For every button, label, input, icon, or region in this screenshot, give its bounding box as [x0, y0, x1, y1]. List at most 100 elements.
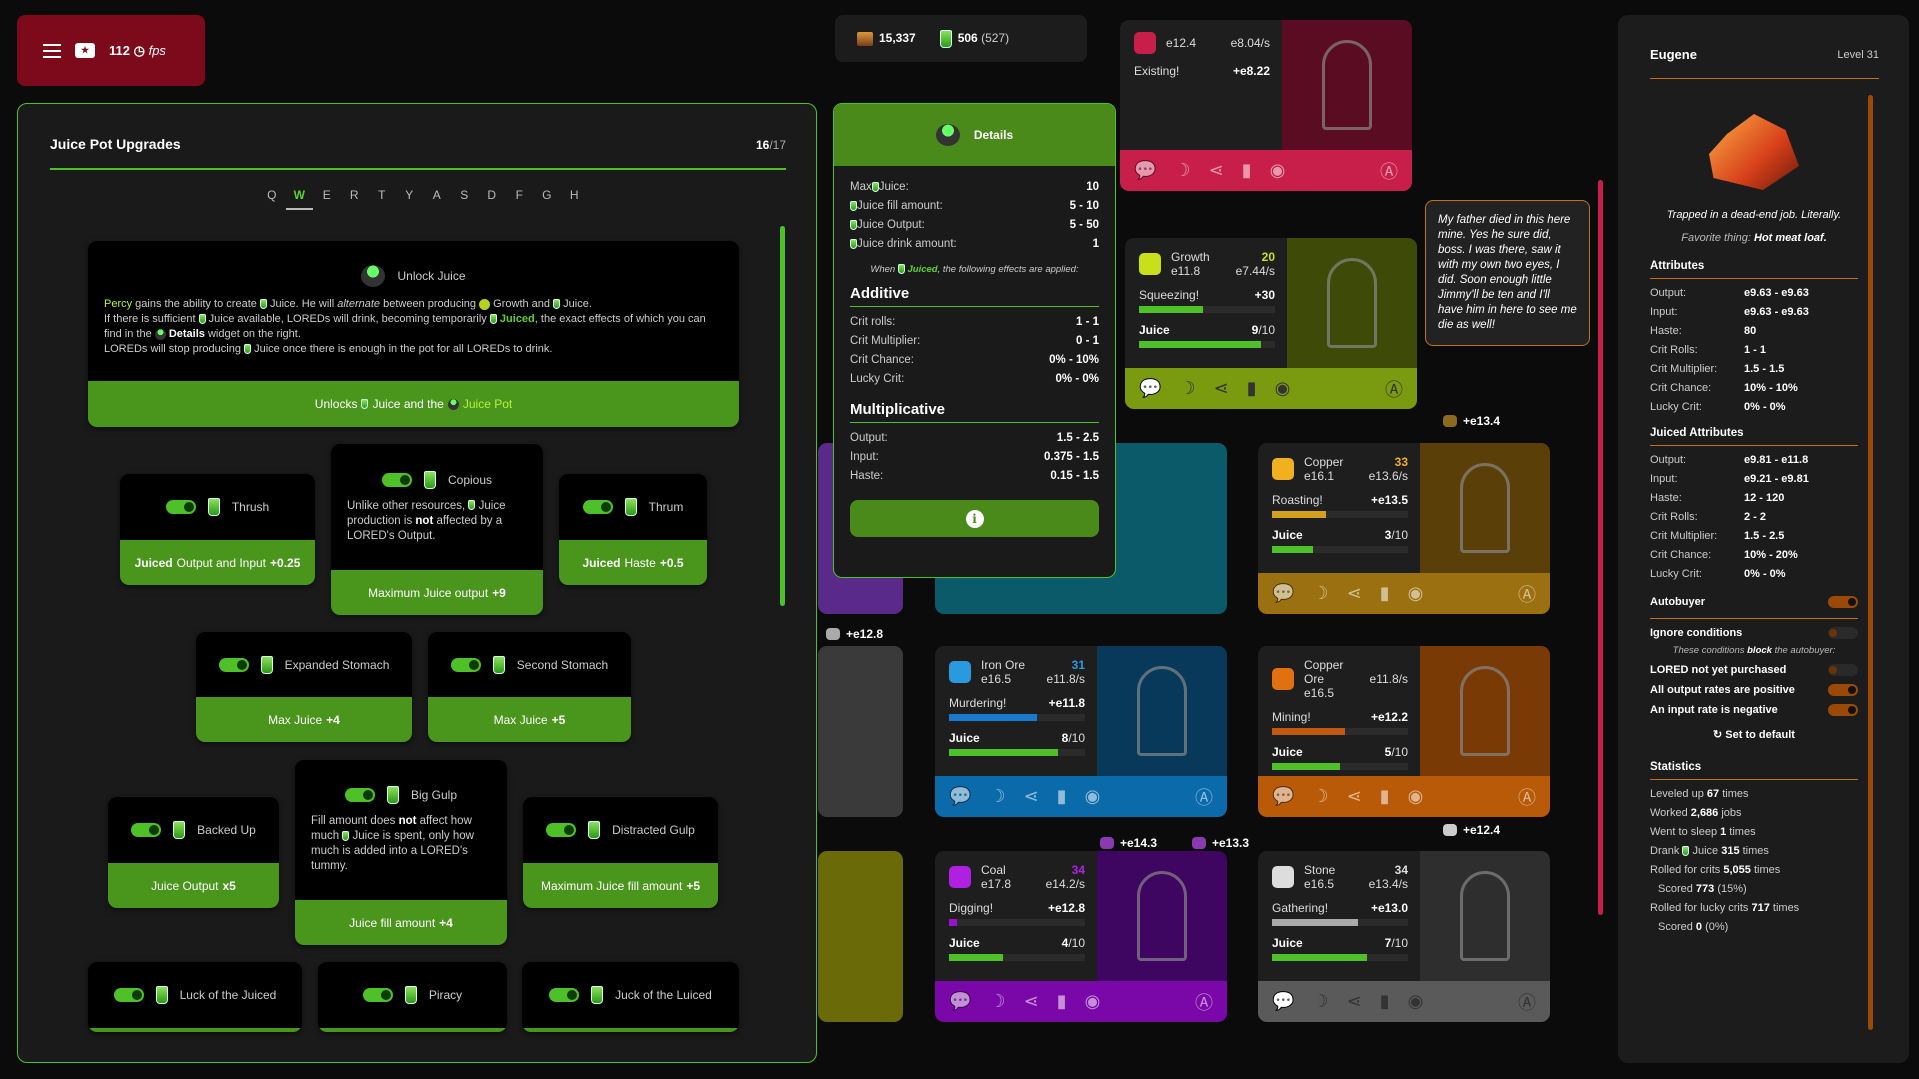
upgrade-card-distracted-gulp[interactable]: Distracted Gulp Maximum Juice fill amount… [523, 797, 718, 908]
autobuy-icon[interactable]: Ⓐ [1195, 992, 1213, 1013]
autobuy-icon[interactable]: Ⓐ [1518, 787, 1536, 808]
book-icon[interactable]: ▮ [1379, 583, 1390, 603]
scrollbar[interactable] [780, 226, 785, 606]
tab-r[interactable]: R [349, 188, 359, 202]
lored-card-growth[interactable]: Growth e11.8 20 e7.44/s Squeezing! +30 Juice 9/… [1125, 238, 1417, 409]
sleep-icon[interactable]: ☽ [1312, 991, 1329, 1011]
upgrade-card-thrum[interactable]: Thrum Juiced Haste +0.5 [559, 474, 707, 585]
sleep-icon[interactable]: ☽ [989, 786, 1006, 806]
target-icon[interactable]: ◉ [1269, 160, 1286, 180]
share-icon[interactable]: ⋖ [1023, 991, 1039, 1011]
target-icon[interactable]: ◉ [1407, 991, 1424, 1011]
share-icon[interactable]: ⋖ [1346, 583, 1362, 603]
upgrade-card-big-gulp[interactable]: Big Gulp Fill amount does not affect how … [295, 760, 507, 945]
autobuy-icon[interactable]: Ⓐ [1385, 379, 1403, 400]
tab-h[interactable]: H [569, 188, 579, 202]
upgrade-card-backed-up[interactable]: Backed Up Juice Output x5 [108, 797, 279, 908]
share-icon[interactable]: ⋖ [1208, 160, 1224, 180]
lored-card-partial-top[interactable]: e12.4 e8.04/s Existing! +e8.22 💬 ☽ ⋖ ▮ ◉ Ⓐ [1120, 20, 1412, 191]
tab-w[interactable]: W [285, 188, 313, 210]
share-icon[interactable]: ⋖ [1023, 786, 1039, 806]
upgrade-card-copious[interactable]: Copious Unlike other resources, Juice pro… [331, 444, 543, 615]
lored-grid-scrollbar[interactable] [1598, 180, 1603, 915]
tab-s[interactable]: S [460, 188, 469, 202]
upgrade-toggle[interactable] [131, 823, 162, 837]
sleep-icon[interactable]: ☽ [1174, 160, 1191, 180]
target-icon[interactable]: ◉ [1407, 786, 1424, 806]
tab-t[interactable]: T [378, 188, 386, 202]
condition-toggle[interactable] [1828, 704, 1858, 716]
share-icon[interactable]: ⋖ [1213, 378, 1229, 398]
share-icon[interactable]: ⋖ [1346, 786, 1362, 806]
upgrade-card-thrush[interactable]: Thrush Juiced Output and Input +0.25 [120, 474, 315, 585]
lored-card-coal[interactable]: Coal e17.8 34 e14.2/s Digging! +e12.8 Juice 4/1… [935, 851, 1227, 1022]
target-icon[interactable]: ◉ [1084, 991, 1101, 1011]
lored-card-copper[interactable]: Copper e16.1 33 e13.6/s Roasting! +e13.5 Juice… [1258, 443, 1550, 614]
tab-y[interactable]: Y [405, 188, 414, 202]
target-icon[interactable]: ◉ [1084, 786, 1101, 806]
autobuy-icon[interactable]: Ⓐ [1518, 584, 1536, 605]
target-icon[interactable]: ◉ [1407, 583, 1424, 603]
upgrade-toggle[interactable] [549, 988, 580, 1002]
book-icon[interactable]: ▮ [1241, 160, 1252, 180]
tab-e[interactable]: E [322, 188, 331, 202]
autobuyer-toggle[interactable] [1828, 596, 1858, 608]
chat-icon[interactable]: 💬 [1272, 583, 1295, 603]
upgrade-toggle[interactable] [546, 823, 577, 837]
ticket-icon[interactable]: ★ [75, 43, 95, 58]
chat-icon[interactable]: 💬 [949, 786, 972, 806]
upgrade-card-expanded-stomach[interactable]: Expanded Stomach Max Juice +4 [196, 632, 412, 742]
sleep-icon[interactable]: ☽ [1312, 583, 1329, 603]
autobuy-icon[interactable]: Ⓐ [1380, 161, 1398, 182]
upgrade-card-unlock-juice[interactable]: Unlock Juice Percy gains the ability to c… [88, 241, 739, 427]
autobuy-icon[interactable]: Ⓐ [1518, 992, 1536, 1013]
book-icon[interactable]: ▮ [1056, 786, 1067, 806]
lored-card-partial[interactable] [818, 646, 903, 817]
lored-card-iron-ore[interactable]: Iron Ore e16.5 31 e11.8/s Murdering! +e11.8 Ju… [935, 646, 1227, 817]
tab-q[interactable]: Q [267, 188, 277, 202]
lored-card-copper-ore[interactable]: Copper Ore e16.5 e11.8/s Mining! +e12.2 Juice… [1258, 646, 1550, 817]
upgrade-toggle[interactable] [165, 500, 196, 514]
book-icon[interactable]: ▮ [1379, 991, 1390, 1011]
sleep-icon[interactable]: ☽ [1179, 378, 1196, 398]
tab-a[interactable]: A [432, 188, 441, 202]
tab-g[interactable]: G [542, 188, 552, 202]
upgrade-toggle[interactable] [218, 657, 249, 672]
book-icon[interactable]: ▮ [1246, 378, 1257, 398]
tab-f[interactable]: F [515, 188, 523, 202]
chat-icon[interactable]: 💬 [1272, 786, 1295, 806]
book-icon[interactable]: ▮ [1056, 991, 1067, 1011]
chat-icon[interactable]: 💬 [1134, 160, 1157, 180]
upgrade-card-juck-of-the-luiced[interactable]: Juck of the Luiced [522, 962, 739, 1032]
autobuy-icon[interactable]: Ⓐ [1195, 787, 1213, 808]
lored-card-stone[interactable]: Stone e16.5 34 e13.4/s Gathering! +e13.0 Juice… [1258, 851, 1550, 1022]
upgrade-toggle[interactable] [582, 500, 613, 514]
upgrade-toggle[interactable] [113, 988, 144, 1002]
book-icon[interactable]: ▮ [1379, 786, 1390, 806]
chat-icon[interactable]: 💬 [949, 991, 972, 1011]
chat-icon[interactable]: 💬 [1272, 991, 1295, 1011]
target-icon[interactable]: ◉ [1274, 378, 1291, 398]
tab-d[interactable]: D [487, 188, 497, 202]
text-segment: +0.5 [659, 555, 684, 570]
upgrade-toggle[interactable] [344, 788, 375, 802]
upgrade-card-piracy[interactable]: Piracy [318, 962, 507, 1032]
sleep-icon[interactable]: ☽ [989, 991, 1006, 1011]
sleep-icon[interactable]: ☽ [1312, 786, 1329, 806]
menu-icon[interactable] [43, 43, 61, 58]
upgrade-card-luck-of-the-juiced[interactable]: Luck of the Juiced [88, 962, 302, 1032]
upgrade-toggle[interactable] [450, 657, 481, 672]
juice-amount: 3 [1384, 528, 1392, 542]
chat-icon[interactable]: 💬 [1139, 378, 1162, 398]
share-icon[interactable]: ⋖ [1346, 991, 1362, 1011]
set-to-default-button[interactable]: ↻ Set to default [1713, 729, 1795, 741]
condition-toggle[interactable] [1828, 684, 1858, 696]
ignore-conditions-toggle[interactable] [1828, 627, 1858, 639]
info-button[interactable]: i [850, 500, 1099, 537]
condition-toggle[interactable] [1828, 664, 1858, 676]
panel-scrollbar[interactable] [1868, 95, 1873, 1030]
upgrade-toggle[interactable] [381, 472, 412, 487]
upgrade-card-second-stomach[interactable]: Second Stomach Max Juice +5 [428, 632, 631, 742]
upgrade-toggle[interactable] [362, 988, 393, 1002]
lored-card-partial[interactable] [818, 851, 903, 1022]
